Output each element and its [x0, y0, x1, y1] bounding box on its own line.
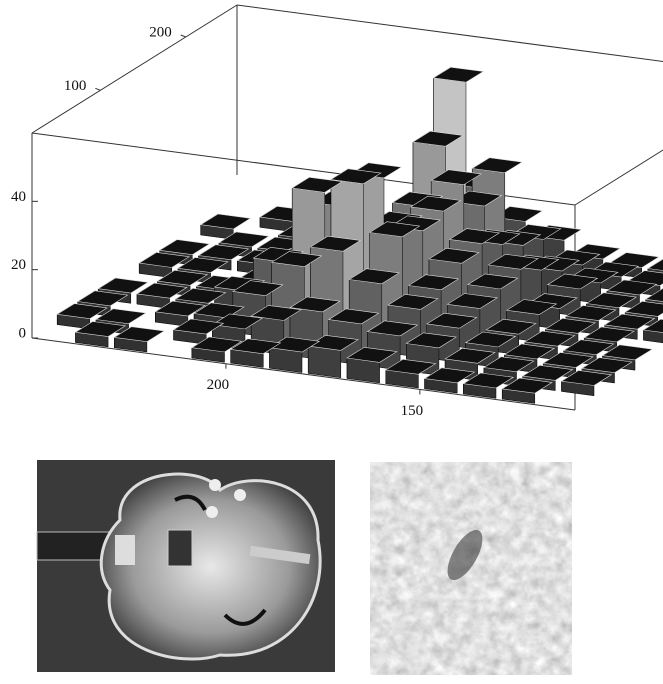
photo-texture — [370, 462, 572, 675]
pickup — [168, 530, 192, 566]
texture-photo — [370, 462, 572, 675]
histogram-3d: 200 150 100 200 0 20 40 — [11, 5, 663, 419]
box-edge — [32, 5, 237, 133]
z-tick-label: 20 — [11, 257, 26, 273]
y-tick-label: 200 — [149, 24, 172, 40]
bar-front-face — [308, 346, 341, 378]
z-tick-label: 0 — [19, 325, 27, 341]
box-edge — [237, 5, 663, 77]
z-tick-label: 40 — [11, 189, 26, 205]
guitar-photo — [37, 460, 335, 672]
pickup — [115, 535, 135, 565]
knob — [206, 506, 218, 518]
x-tick-label: 150 — [401, 403, 424, 419]
y-tick-label: 100 — [64, 78, 87, 94]
x-tick-label: 200 — [207, 377, 230, 393]
y-tick — [95, 88, 100, 90]
box-edge — [575, 77, 663, 205]
y-tick — [181, 35, 186, 37]
knob — [234, 489, 246, 501]
guitar-body — [101, 474, 320, 659]
knob — [209, 479, 221, 491]
